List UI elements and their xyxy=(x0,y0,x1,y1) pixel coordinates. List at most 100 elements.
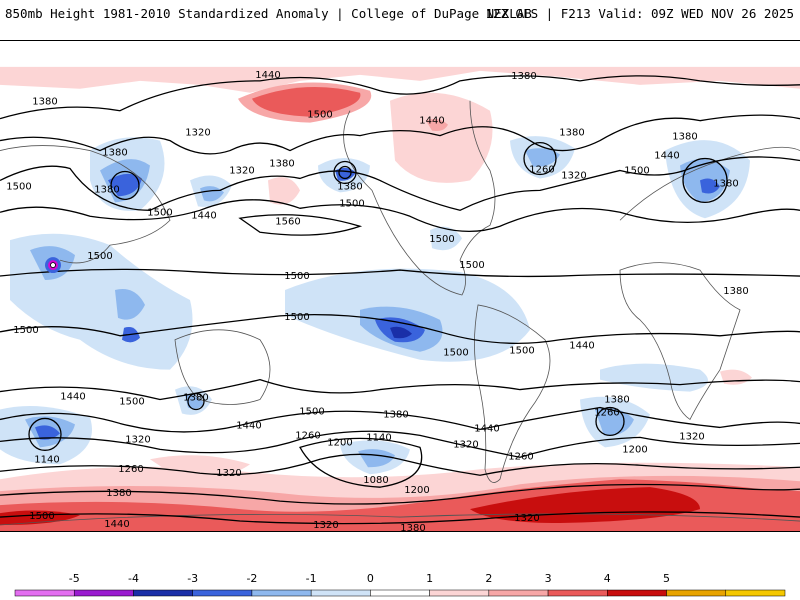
anomaly-fill xyxy=(700,178,720,194)
anomaly-fill xyxy=(390,92,493,183)
contour-label: 1200 xyxy=(404,485,429,496)
contour-line xyxy=(0,483,800,505)
contour-label: 1380 xyxy=(383,409,408,420)
contour-line xyxy=(299,437,423,488)
contour-label: 1500 xyxy=(284,271,309,282)
contour-line xyxy=(0,430,800,458)
contour-label: 1380 xyxy=(32,97,57,108)
contour-labels: 1440 1380 1380 1500 1320 1380 1320 1380 … xyxy=(6,70,748,532)
contour-label: 1380 xyxy=(106,488,131,499)
colorbar-segment xyxy=(547,589,608,597)
anomaly-fill xyxy=(115,288,145,320)
contour-label: 1380 xyxy=(400,523,425,532)
map-title: 850mb Height 1981-2010 Standardized Anom… xyxy=(5,6,532,21)
contour-label: 1260 xyxy=(508,451,533,462)
anomaly-fill xyxy=(35,425,60,440)
coastline-north-america xyxy=(343,100,496,296)
contour-label: 1440 xyxy=(474,423,499,434)
anomaly-fill xyxy=(108,173,142,197)
contour-label: 1440 xyxy=(191,210,216,221)
anomaly-fill xyxy=(150,455,250,480)
colorbar-segment xyxy=(73,589,134,597)
contour-closed-low xyxy=(333,160,357,185)
contour-label: 1320 xyxy=(514,513,539,524)
contour-label: 1380 xyxy=(337,181,362,192)
anomaly-fill xyxy=(595,407,634,436)
contour-label: 1080 xyxy=(363,475,388,486)
contour-label: 1380 xyxy=(183,393,208,404)
colorbar-tick-label: -2 xyxy=(246,572,257,585)
contour-label: 1500 xyxy=(6,181,31,192)
colorbar-tick-label: 2 xyxy=(485,572,492,585)
colorbar-segment xyxy=(429,589,490,597)
contour-label: 1500 xyxy=(284,312,309,323)
contour-label: 1260 xyxy=(118,464,143,475)
contour-label: 1260 xyxy=(295,430,320,441)
contour-label: 1320 xyxy=(216,468,241,479)
contour-label: 1440 xyxy=(654,151,679,162)
anomaly-fill xyxy=(0,66,800,93)
contour-label: 1380 xyxy=(102,148,127,159)
anomaly-fill xyxy=(268,177,300,205)
contour-label: 1500 xyxy=(307,110,332,121)
anomaly-fill xyxy=(720,369,752,385)
contour-label: 1500 xyxy=(299,406,324,417)
contour-closed-low xyxy=(28,417,62,451)
colorbar-tick-label: -3 xyxy=(187,572,198,585)
contour-closed-low xyxy=(110,170,140,201)
contour-label: 1500 xyxy=(29,511,54,522)
contour-label: 1500 xyxy=(13,325,38,336)
contour-label: 1440 xyxy=(60,392,85,403)
contour-label: 1380 xyxy=(672,132,697,143)
anomaly-map: 1440 1380 1380 1500 1320 1380 1320 1380 … xyxy=(0,40,800,532)
contour-label: 1320 xyxy=(313,520,338,531)
contour-label: 1380 xyxy=(713,178,738,189)
colorbar: -5 -4 -3 -2 -1 0 1 2 3 4 5 xyxy=(14,572,786,597)
contour-label: 1440 xyxy=(419,116,444,127)
colorbar-segment xyxy=(251,589,312,597)
contour-label: 1500 xyxy=(509,346,534,357)
anomaly-fill xyxy=(525,148,560,167)
colorbar-tick-label: 1 xyxy=(426,572,433,585)
contour-label: 1500 xyxy=(119,397,144,408)
colorbar-ticks: -5 -4 -3 -2 -1 0 1 2 3 4 5 xyxy=(69,572,670,585)
contour-label: 1440 xyxy=(236,420,261,431)
coastlines xyxy=(0,100,800,526)
colorbar-segment xyxy=(607,589,667,597)
contour-line xyxy=(0,378,800,401)
colorbar-segment xyxy=(133,589,193,597)
contour-line xyxy=(0,268,800,278)
anomaly-fill xyxy=(600,363,708,392)
contour-label: 1140 xyxy=(34,454,59,465)
contour-label: 1200 xyxy=(327,437,352,448)
colorbar-segment xyxy=(666,589,727,597)
contour-line xyxy=(0,156,800,211)
anomaly-fill xyxy=(185,394,204,409)
contour-label: 1140 xyxy=(366,432,391,443)
contour-label: 1320 xyxy=(229,165,254,176)
colorbar-segment xyxy=(310,589,371,597)
contour-label: 1380 xyxy=(559,128,584,139)
contour-label: 1500 xyxy=(87,251,112,262)
colorbar-tick-label: 5 xyxy=(663,572,670,585)
contour-label: 1320 xyxy=(453,439,478,450)
contour-closed-low xyxy=(682,157,728,203)
contour-line xyxy=(0,114,800,155)
contour-label: 1440 xyxy=(104,519,129,530)
contour-label: 1440 xyxy=(255,70,280,81)
coastline-antarctica xyxy=(0,513,800,526)
contour-label: 1260 xyxy=(529,164,554,175)
colorbar-tick-label: 4 xyxy=(604,572,611,585)
contour-line xyxy=(0,199,800,232)
contour-label: 1440 xyxy=(569,341,594,352)
contour-label: 1320 xyxy=(679,431,704,442)
coastline-australia xyxy=(174,329,271,405)
contour-line xyxy=(0,511,800,525)
coastline-south-america xyxy=(474,304,551,483)
contour-label: 1380 xyxy=(604,395,629,406)
height-contours xyxy=(0,75,800,525)
contour-line xyxy=(238,214,363,236)
contour-line xyxy=(0,453,800,476)
anomaly-fill xyxy=(252,87,361,117)
colorbar-tick-label: -5 xyxy=(69,572,80,585)
